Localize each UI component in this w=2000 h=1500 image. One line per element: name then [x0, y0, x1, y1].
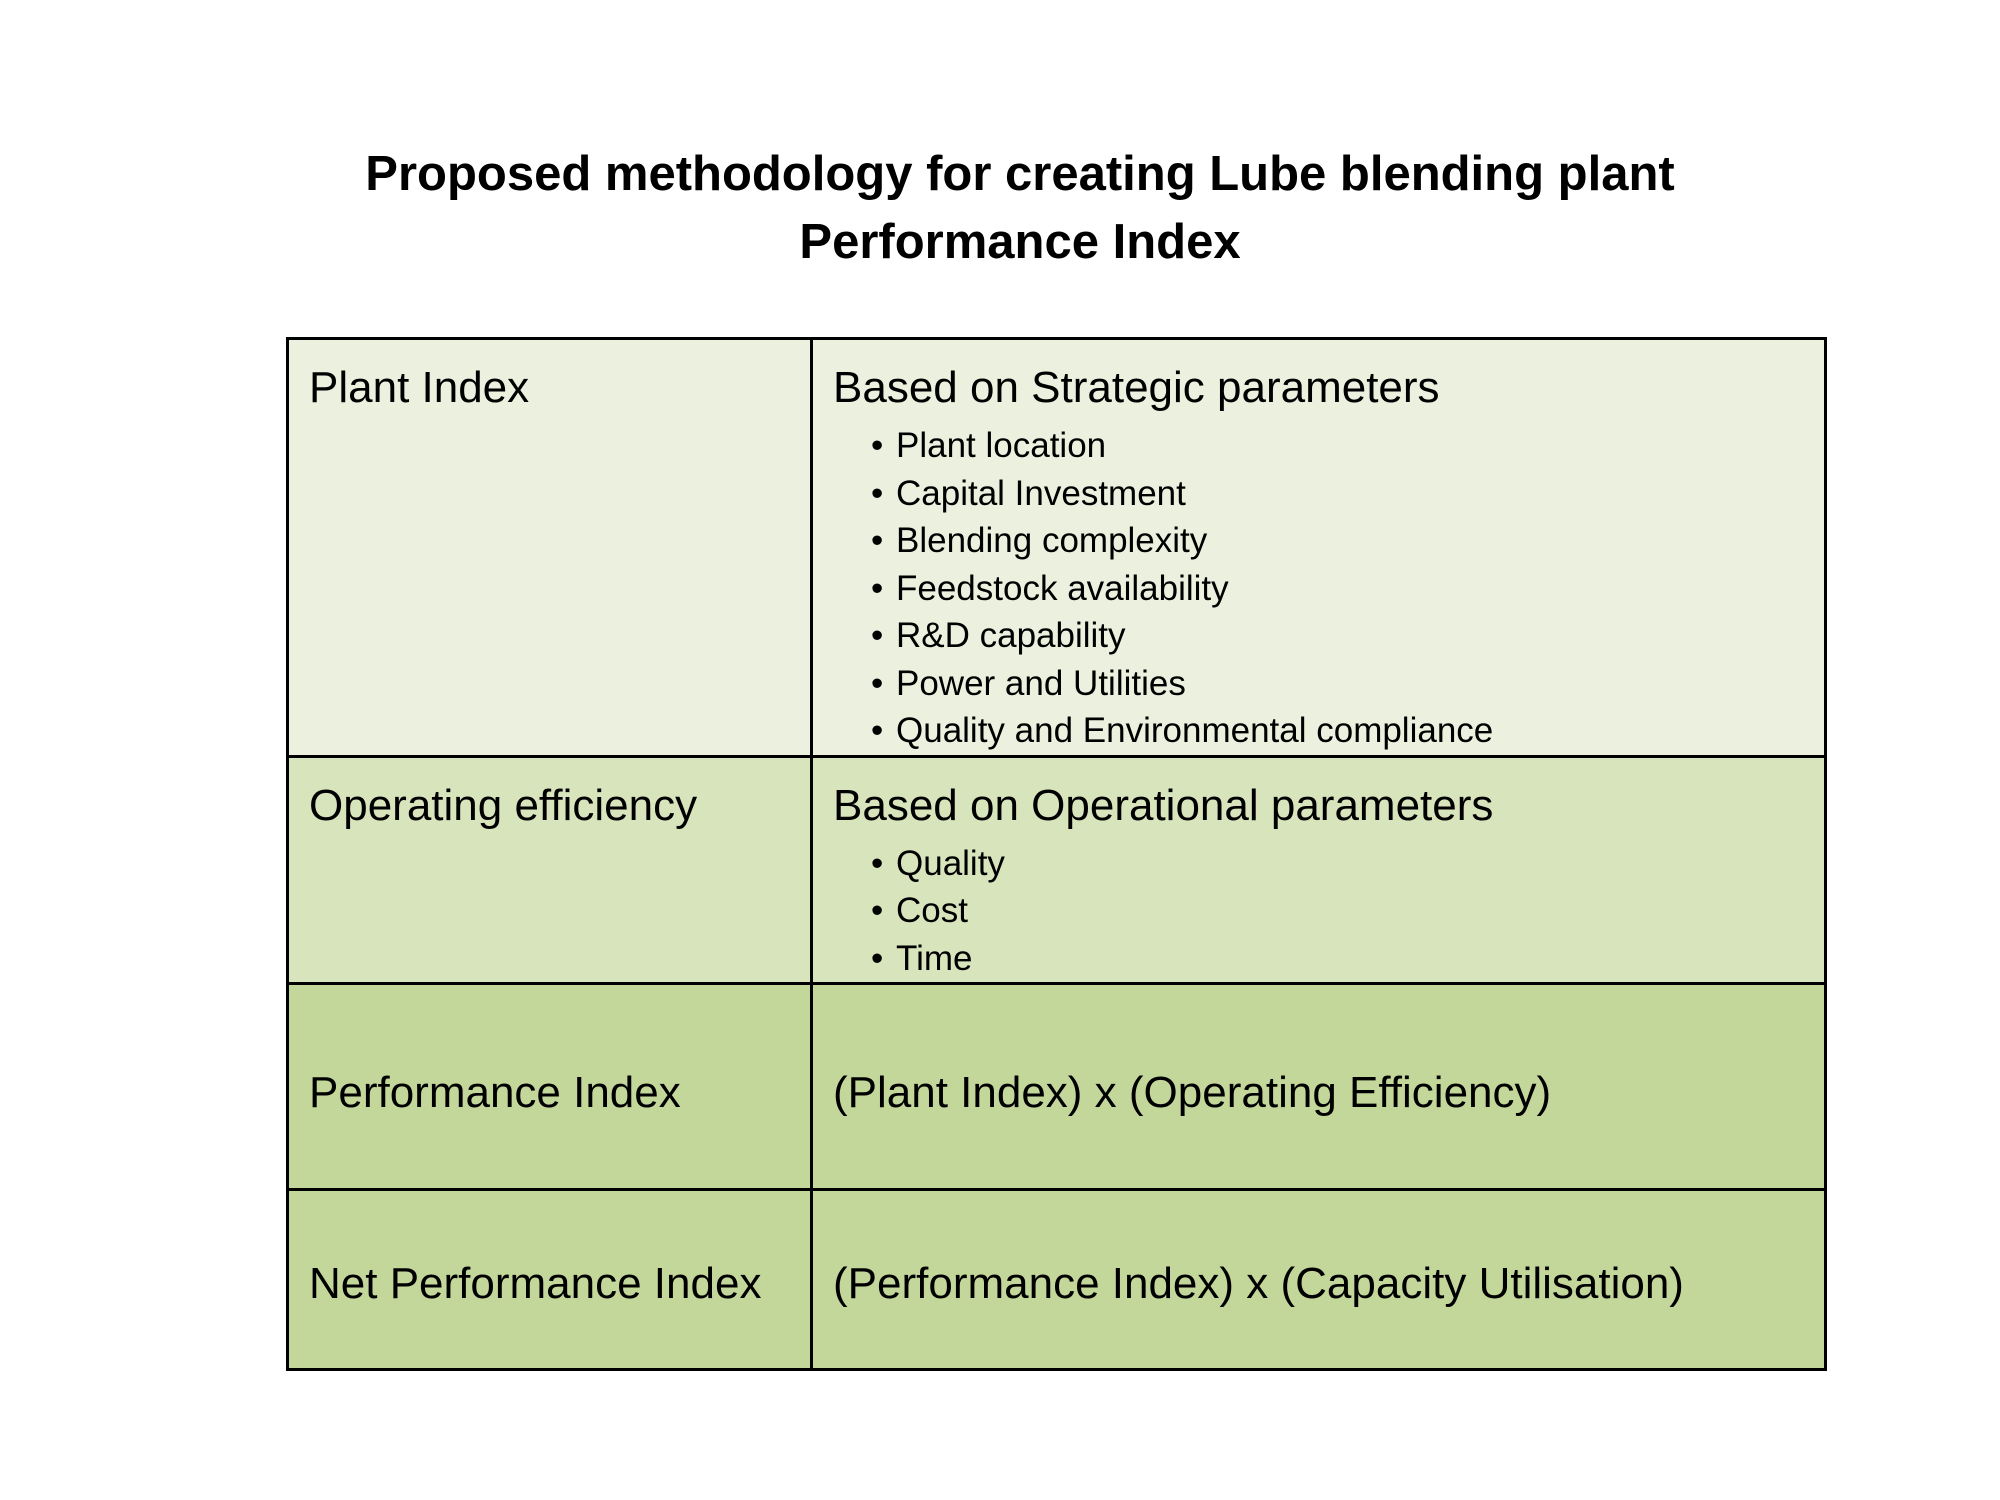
table-row-net-performance-index: Net Performance Index (Performance Index… — [286, 1188, 1827, 1371]
row-detail-cell: Based on Operational parameters Quality … — [810, 754, 1827, 985]
row-label-cell: Net Performance Index — [286, 1188, 813, 1371]
bullet-list: Plant location Capital Investment Blendi… — [833, 422, 1804, 753]
row-label-cell: Plant Index — [286, 337, 813, 758]
formula-text: (Plant Index) x (Operating Efficiency) — [833, 1067, 1552, 1117]
row-label-cell: Performance Index — [286, 982, 813, 1191]
detail-heading: Based on Strategic parameters — [833, 363, 1440, 412]
table-row-operating-efficiency: Operating efficiency Based on Operationa… — [286, 754, 1827, 985]
bullet-item: Plant location — [871, 422, 1804, 470]
methodology-table: Plant Index Based on Strategic parameter… — [286, 337, 1827, 1371]
table-row-plant-index: Plant Index Based on Strategic parameter… — [286, 337, 1827, 758]
bullet-item: Quality — [871, 840, 1804, 888]
formula-text: (Performance Index) x (Capacity Utilisat… — [833, 1258, 1684, 1308]
bullet-item: Power and Utilities — [871, 660, 1804, 708]
slide-title: Proposed methodology for creating Lube b… — [0, 140, 2000, 276]
bullet-item: R&D capability — [871, 612, 1804, 660]
title-line-1: Proposed methodology for creating Lube b… — [365, 147, 1675, 201]
row-detail-cell: Based on Strategic parameters Plant loca… — [810, 337, 1827, 758]
row-detail-cell: (Performance Index) x (Capacity Utilisat… — [810, 1188, 1827, 1371]
row-detail-cell: (Plant Index) x (Operating Efficiency) — [810, 982, 1827, 1191]
title-line-2: Performance Index — [799, 215, 1241, 269]
bullet-item: Cost — [871, 887, 1804, 935]
bullet-list: Quality Cost Time — [833, 840, 1804, 981]
bullet-item: Capital Investment — [871, 470, 1804, 518]
row-label: Net Performance Index — [309, 1258, 762, 1308]
row-label-cell: Operating efficiency — [286, 754, 813, 985]
row-label: Operating efficiency — [309, 780, 698, 830]
table-row-performance-index: Performance Index (Plant Index) x (Opera… — [286, 982, 1827, 1191]
row-label: Plant Index — [309, 363, 530, 412]
detail-heading: Based on Operational parameters — [833, 780, 1494, 830]
bullet-item: Quality and Environmental compliance — [871, 707, 1804, 753]
bullet-item: Feedstock availability — [871, 565, 1804, 613]
row-label: Performance Index — [309, 1067, 681, 1117]
bullet-item: Time — [871, 935, 1804, 981]
bullet-item: Blending complexity — [871, 517, 1804, 565]
